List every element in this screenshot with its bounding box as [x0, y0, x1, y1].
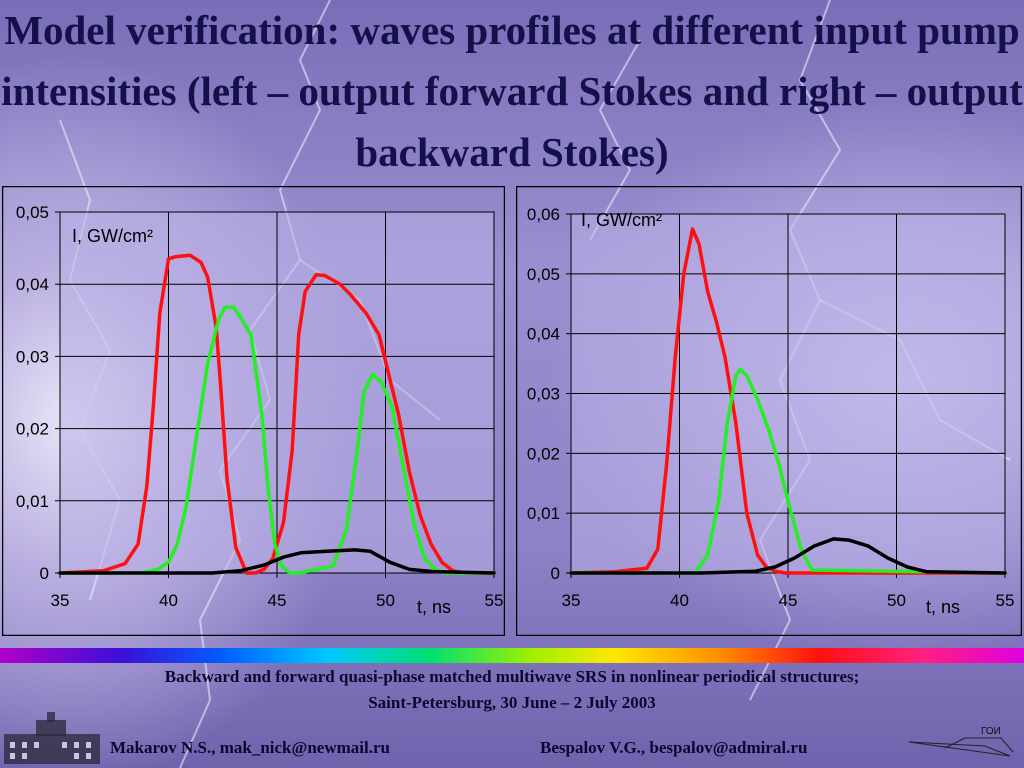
author-bespalov: Bespalov V.G., bespalov@admiral.ru [540, 738, 808, 757]
x-tick-label: 45 [268, 591, 287, 610]
chart-left-forward-stokes: 0 0,01 0,02 0,03 0,04 0,05 35 40 45 50 55 I, GW/cm²… [2, 186, 505, 636]
conference-title: Backward and forward quasi-phase matched… [164, 667, 860, 686]
y-axis-label: I, GW/cm² [581, 210, 662, 230]
x-tick-label: 40 [159, 591, 178, 610]
y-tick-label: 0,04 [16, 275, 49, 294]
x-tick-label: 35 [51, 591, 70, 610]
y-tick-label: 0 [551, 564, 560, 583]
x-tick-label: 35 [562, 591, 581, 610]
chart-frame [2, 186, 505, 636]
author-makarov: Makarov N.S., mak_nick@newmail.ru [110, 738, 390, 757]
series-line-black [58, 548, 496, 575]
x-tick-label: 45 [779, 591, 798, 610]
chart-right-backward-stokes: 0 0,01 0,02 0,03 0,04 0,05 0,06 35 40 45 50 55 I, GW… [516, 186, 1022, 636]
x-tick-label: 50 [887, 591, 906, 610]
series-line-green [58, 305, 496, 575]
goi-logo-text: ГОИ [981, 726, 1001, 737]
chart-right-svg: 0 0,01 0,02 0,03 0,04 0,05 0,06 35 40 45 50 55 I, GW… [516, 186, 1022, 636]
y-tick-label: 0,05 [16, 203, 49, 222]
x-tick-label: 50 [376, 591, 395, 610]
y-tick-label: 0,04 [527, 325, 560, 344]
y-tick-label: 0 [40, 564, 49, 583]
x-axis-label: t, ns [926, 597, 960, 617]
series-line-black [569, 537, 1007, 575]
series-line-red [58, 253, 496, 575]
rainbow-divider [0, 648, 1024, 663]
building-icon [4, 712, 100, 764]
chart-frame [516, 186, 1022, 636]
y-tick-label: 0,03 [527, 385, 560, 404]
chart-left-svg: 0 0,01 0,02 0,03 0,04 0,05 35 40 45 50 55 I, GW/cm²… [2, 186, 505, 636]
y-tick-label: 0,05 [527, 265, 560, 284]
series-line-green [569, 367, 1007, 575]
y-tick-label: 0,02 [16, 420, 49, 439]
y-tick-label: 0,02 [527, 444, 560, 463]
goi-logo-icon: ГОИ [908, 726, 1014, 757]
y-tick-label: 0,01 [16, 492, 49, 511]
x-tick-label: 55 [485, 591, 504, 610]
x-tick-label: 55 [996, 591, 1015, 610]
x-tick-label: 40 [670, 591, 689, 610]
y-tick-label: 0,06 [527, 205, 560, 224]
slide-title: Model verification: waves profiles at di… [1, 7, 1023, 175]
series-line-red [569, 227, 1007, 575]
x-axis-label: t, ns [417, 597, 451, 617]
y-axis-label: I, GW/cm² [72, 226, 153, 246]
conference-place-date: Saint-Petersburg, 30 June – 2 July 2003 [368, 693, 656, 712]
y-tick-label: 0,01 [527, 504, 560, 523]
y-tick-label: 0,03 [16, 347, 49, 366]
